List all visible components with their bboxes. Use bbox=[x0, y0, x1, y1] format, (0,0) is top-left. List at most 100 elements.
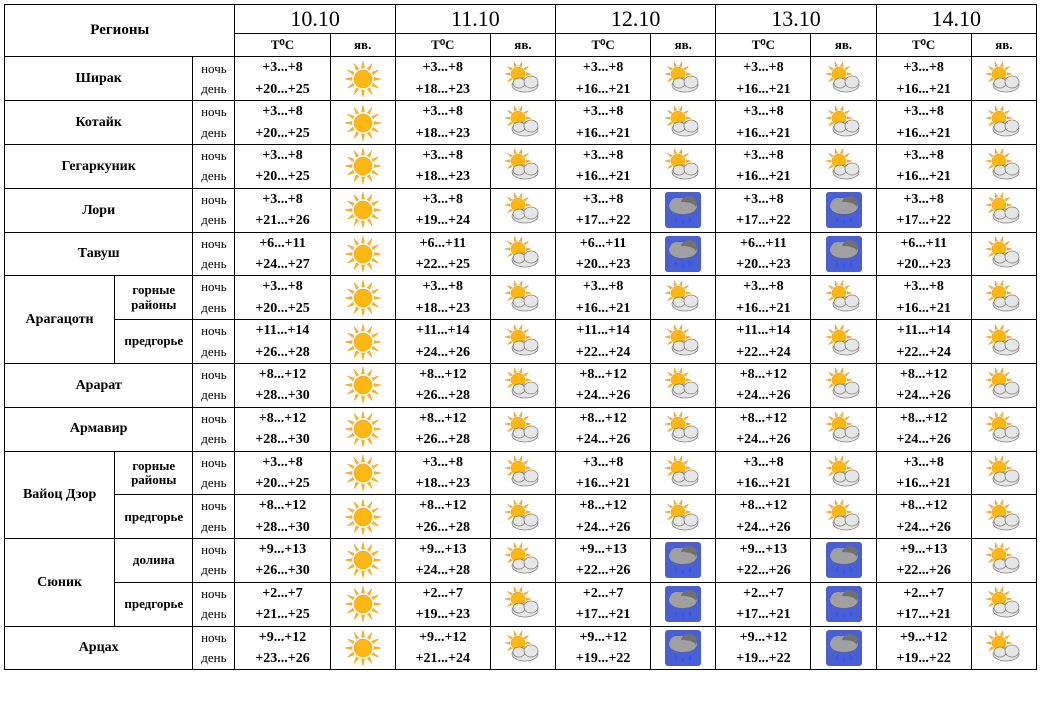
rain-icon bbox=[663, 628, 703, 668]
temperature-cell: +3...+8+16...+21 bbox=[876, 145, 971, 189]
temperature-cell: +3...+8+16...+21 bbox=[876, 101, 971, 145]
night-temp: +3...+8 bbox=[235, 189, 329, 210]
temperature-cell: +3...+8+16...+21 bbox=[876, 276, 971, 320]
daynight-labels: ночьдень bbox=[193, 495, 235, 539]
temperature-cell: +3...+8+20...+25 bbox=[235, 57, 330, 101]
temperature-cell: +3...+8+20...+25 bbox=[235, 276, 330, 320]
weather-icon-cell bbox=[651, 232, 716, 276]
partly-cloudy-icon bbox=[663, 59, 703, 99]
day-temp: +19...+22 bbox=[716, 648, 810, 669]
sunny-icon bbox=[343, 103, 383, 143]
date-header: 12.10 bbox=[556, 5, 716, 34]
weather-icon-cell bbox=[490, 276, 555, 320]
day-label: день bbox=[193, 429, 234, 449]
weather-icon-cell bbox=[651, 320, 716, 364]
day-temp: +16...+21 bbox=[556, 298, 650, 319]
partly-cloudy-icon bbox=[503, 322, 543, 362]
partly-cloudy-icon bbox=[663, 278, 703, 318]
partly-cloudy-icon bbox=[984, 59, 1024, 99]
temperature-cell: +9...+13+22...+26 bbox=[716, 539, 811, 583]
weather-icon-cell bbox=[811, 626, 876, 670]
day-temp: +26...+30 bbox=[235, 560, 329, 581]
day-temp: +24...+26 bbox=[877, 517, 971, 538]
temperature-cell: +3...+8+17...+22 bbox=[876, 188, 971, 232]
temperature-cell: +11...+14+22...+24 bbox=[716, 320, 811, 364]
temperature-cell: +8...+12+24...+26 bbox=[876, 407, 971, 451]
partly-cloudy-icon bbox=[984, 453, 1024, 493]
sunny-icon bbox=[343, 540, 383, 580]
night-temp: +3...+8 bbox=[877, 452, 971, 473]
temperature-cell: +8...+12+24...+26 bbox=[716, 495, 811, 539]
temperature-cell: +8...+12+24...+26 bbox=[716, 363, 811, 407]
night-temp: +11...+14 bbox=[556, 320, 650, 341]
phenomenon-header: яв. bbox=[971, 34, 1036, 57]
temperature-cell: +3...+8+17...+22 bbox=[716, 188, 811, 232]
night-temp: +9...+13 bbox=[235, 539, 329, 560]
temperature-cell: +3...+8+20...+25 bbox=[235, 101, 330, 145]
temp-header: T⁰C bbox=[876, 34, 971, 57]
day-temp: +17...+22 bbox=[877, 210, 971, 231]
night-temp: +11...+14 bbox=[877, 320, 971, 341]
daynight-labels: ночьдень bbox=[193, 582, 235, 626]
night-temp: +3...+8 bbox=[716, 452, 810, 473]
day-temp: +21...+25 bbox=[235, 604, 329, 625]
night-temp: +9...+12 bbox=[877, 627, 971, 648]
day-temp: +24...+26 bbox=[877, 429, 971, 450]
weather-icon-cell bbox=[971, 232, 1036, 276]
rain-icon bbox=[663, 190, 703, 230]
weather-icon-cell bbox=[811, 276, 876, 320]
partly-cloudy-icon bbox=[984, 409, 1024, 449]
region-name: Арарат bbox=[5, 363, 193, 407]
weather-icon-cell bbox=[490, 188, 555, 232]
temperature-cell: +3...+8+16...+21 bbox=[556, 276, 651, 320]
day-temp: +24...+26 bbox=[877, 385, 971, 406]
day-temp: +16...+21 bbox=[556, 473, 650, 494]
day-temp: +16...+21 bbox=[877, 166, 971, 187]
sunny-icon bbox=[343, 59, 383, 99]
partly-cloudy-icon bbox=[824, 146, 864, 186]
daynight-labels: ночьдень bbox=[193, 451, 235, 495]
temperature-cell: +8...+12+24...+26 bbox=[876, 363, 971, 407]
day-temp: +20...+25 bbox=[235, 298, 329, 319]
daynight-labels: ночьдень bbox=[193, 188, 235, 232]
partly-cloudy-icon bbox=[984, 365, 1024, 405]
daynight-labels: ночьдень bbox=[193, 101, 235, 145]
night-temp: +6...+11 bbox=[877, 233, 971, 254]
table-row: Тавушночьдень+6...+11+24...+27 +6...+11+… bbox=[5, 232, 1037, 276]
day-temp: +24...+26 bbox=[556, 517, 650, 538]
temperature-cell: +3...+8+16...+21 bbox=[876, 451, 971, 495]
night-temp: +8...+12 bbox=[877, 364, 971, 385]
day-temp: +16...+21 bbox=[877, 123, 971, 144]
weather-icon-cell bbox=[330, 276, 395, 320]
temperature-cell: +3...+8+16...+21 bbox=[556, 145, 651, 189]
weather-icon-cell bbox=[490, 363, 555, 407]
partly-cloudy-icon bbox=[503, 409, 543, 449]
day-label: день bbox=[193, 385, 234, 405]
night-label: ночь bbox=[193, 59, 234, 79]
daynight-labels: ночьдень bbox=[193, 320, 235, 364]
weather-icon-cell bbox=[651, 582, 716, 626]
table-row: Лориночьдень+3...+8+21...+26 +3...+8+19.… bbox=[5, 188, 1037, 232]
day-label: день bbox=[193, 560, 234, 580]
region-name: Ширак bbox=[5, 57, 193, 101]
night-temp: +2...+7 bbox=[716, 583, 810, 604]
region-name: Котайк bbox=[5, 101, 193, 145]
night-temp: +3...+8 bbox=[877, 276, 971, 297]
day-temp: +18...+23 bbox=[396, 473, 490, 494]
night-temp: +2...+7 bbox=[556, 583, 650, 604]
day-temp: +19...+22 bbox=[877, 648, 971, 669]
day-temp: +23...+26 bbox=[235, 648, 329, 669]
partly-cloudy-icon bbox=[984, 584, 1024, 624]
table-row: предгорьеночьдень+11...+14+26...+28 +11.… bbox=[5, 320, 1037, 364]
temperature-cell: +6...+11+20...+23 bbox=[876, 232, 971, 276]
night-temp: +8...+12 bbox=[716, 495, 810, 516]
weather-icon-cell bbox=[651, 539, 716, 583]
phenomenon-header: яв. bbox=[490, 34, 555, 57]
night-temp: +3...+8 bbox=[877, 101, 971, 122]
night-temp: +3...+8 bbox=[716, 57, 810, 78]
temperature-cell: +9...+12+23...+26 bbox=[235, 626, 330, 670]
night-temp: +8...+12 bbox=[556, 495, 650, 516]
night-temp: +11...+14 bbox=[235, 320, 329, 341]
day-temp: +26...+28 bbox=[396, 385, 490, 406]
temperature-cell: +8...+12+28...+30 bbox=[235, 363, 330, 407]
